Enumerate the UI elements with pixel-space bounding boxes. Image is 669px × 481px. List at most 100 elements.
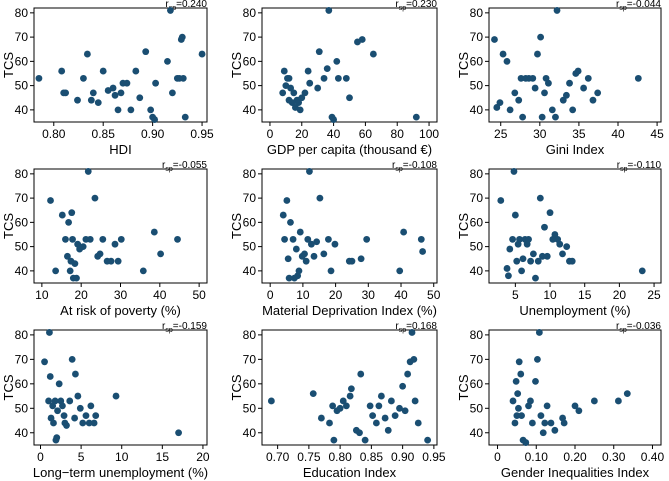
y-tick-label: 70 [470,30,484,44]
scatter-panel-8: 40 50 60 70 80 0.70 0.75 0.80 0.85 0.90 0.95 Educat… [229,321,446,480]
data-point [638,267,646,275]
data-point [541,223,548,231]
data-point [594,89,602,97]
data-point [74,392,82,400]
data-point [400,228,408,236]
data-point [552,113,559,121]
x-tick-label: 25 [647,288,661,302]
data-point [47,197,54,204]
data-point [334,74,342,82]
data-point [408,329,416,336]
x-axis-label: At risk of poverty (%) [60,303,181,318]
data-point [55,380,63,388]
data-point [64,252,71,260]
data-point [267,397,275,405]
y-tick-label: 70 [15,30,29,44]
data-point [396,404,403,412]
x-tick-label: 0 [267,288,274,302]
data-point [316,194,324,202]
data-point [410,355,418,363]
data-point [167,7,174,14]
data-point [366,402,374,410]
y-tick-label: 60 [243,54,257,68]
y-tick-label: 40 [470,426,484,440]
x-tick-label: 10 [296,288,310,302]
x-tick-label: 0.95 [422,450,446,464]
x-tick-label: 20 [196,450,210,464]
y-tick-label: 70 [243,30,257,44]
x-tick-label: 100 [419,127,439,141]
x-tick-label: 60 [359,127,373,141]
data-point [142,48,150,56]
x-tick-label: 40 [153,288,167,302]
data-point [381,414,389,422]
data-point [306,79,314,87]
data-point [493,104,501,111]
y-tick-label: 60 [15,54,29,68]
data-point [342,74,350,82]
x-tick-label: 0.90 [141,127,165,141]
data-point [325,7,333,14]
data-point [545,79,552,87]
y-axis-label: TCS [456,213,471,239]
data-point [534,355,541,363]
y-tick-label: 50 [243,79,257,93]
data-point [387,397,395,405]
x-tick-label: 0.75 [297,450,321,464]
data-point [69,235,76,243]
y-tick-label: 60 [243,215,257,229]
data-point [179,74,187,82]
y-tick-label: 80 [470,6,484,20]
x-tick-label: 0.80 [42,127,66,141]
data-point [112,392,120,400]
x-tick-label: 0 [37,450,44,464]
data-point [302,257,310,265]
data-point [315,48,323,56]
data-point [62,235,69,243]
data-point [331,240,339,248]
data-point [139,267,147,275]
plot-frame [488,329,662,446]
data-point [548,106,556,114]
y-tick-label: 40 [470,264,484,278]
data-point [117,89,125,97]
data-point [547,419,555,427]
data-point [333,57,341,65]
y-tick-label: 40 [15,103,29,117]
data-point [522,439,530,446]
data-point [375,402,383,410]
data-point [72,370,79,378]
data-point [127,106,135,114]
data-point [84,168,92,175]
data-point [281,235,288,243]
data-point [541,419,549,427]
data-point [623,390,631,398]
x-tick-label: 40 [611,127,625,141]
x-tick-label: 10 [35,288,49,302]
y-tick-label: 60 [470,377,484,391]
data-point [79,419,87,427]
data-point [114,257,122,265]
data-point [296,228,304,236]
data-point [541,89,548,97]
data-point [518,267,525,275]
data-point [525,235,532,243]
y-tick-label: 80 [243,167,257,181]
data-point [571,402,579,410]
data-point [279,211,287,219]
data-point [309,390,317,398]
data-point [175,429,182,437]
data-point [414,419,422,427]
x-tick-label: 50 [192,288,206,302]
x-tick-label: 20 [613,288,627,302]
data-point [506,106,514,114]
y-tick-label: 70 [15,191,29,205]
data-point [53,434,61,442]
data-point [528,419,536,427]
data-point [284,255,292,263]
data-point [532,274,539,282]
data-point [68,209,76,217]
y-tick-label: 40 [15,264,29,278]
data-point [506,245,514,253]
